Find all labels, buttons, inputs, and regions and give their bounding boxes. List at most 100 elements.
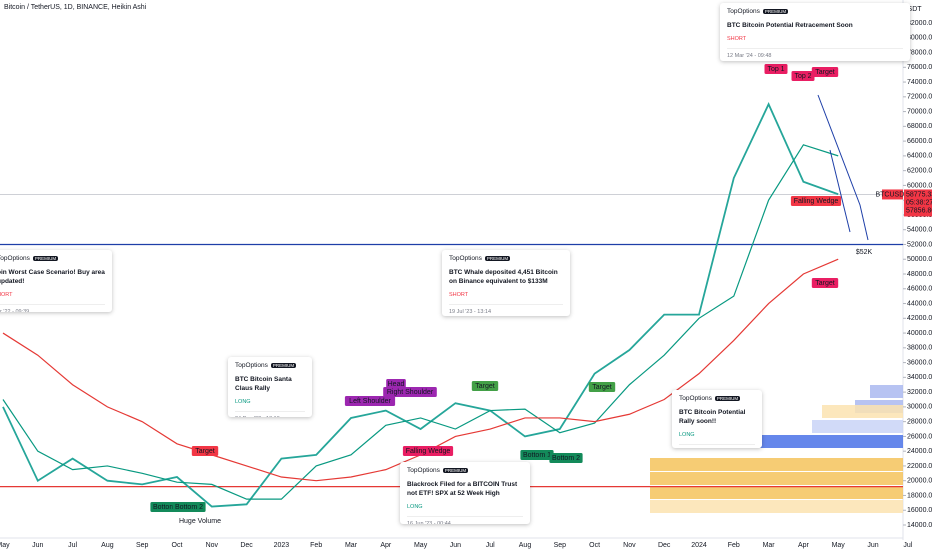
- annotation: Right Shoulder: [387, 389, 434, 396]
- annotation: Bottom 2: [175, 504, 203, 511]
- y-tick-label: 24000.00: [907, 448, 932, 455]
- x-tick-label: Apr: [380, 542, 392, 549]
- y-tick-label: 18000.00: [907, 492, 932, 499]
- y-tick-label: 28000.00: [907, 418, 932, 425]
- annotation: Falling Wedge: [794, 198, 839, 205]
- x-tick-label: May: [0, 542, 10, 549]
- badge: PREMIUM: [762, 9, 789, 14]
- annotation: Falling Wedge: [406, 448, 451, 455]
- y-tick-label: 48000.00: [907, 271, 932, 278]
- y-tick-label: 78000.00: [907, 49, 932, 56]
- y-tick-label: 80000.00: [907, 35, 932, 42]
- y-tick-label: 20000.00: [907, 478, 932, 485]
- annotation: Target: [815, 280, 835, 287]
- currency: USDT: [902, 6, 922, 13]
- y-tick-label: 42000.00: [907, 315, 932, 322]
- x-tick-label: Feb: [728, 542, 740, 549]
- idea-title: oin Worst Case Scenario! Buy area update…: [0, 269, 105, 286]
- annotation-bg: [790, 196, 842, 206]
- annotation-bg: [383, 387, 437, 397]
- x-tick-label: 2024: [691, 542, 707, 549]
- y-tick-label: 44000.00: [907, 300, 932, 307]
- direction: LONG: [407, 504, 423, 511]
- volume-profile: [650, 458, 903, 471]
- annotation: Left Shoulder: [349, 398, 391, 405]
- idea-title: Blackrock Filed for a BITCOIN Trust not …: [407, 481, 518, 498]
- y-tick-label: 68000.00: [907, 123, 932, 130]
- idea-title: BTC Bitcoin Santa Claus Rally: [235, 376, 292, 393]
- y-tick-label: 36000.00: [907, 359, 932, 366]
- y-tick-label: 82000.00: [907, 20, 932, 27]
- annotation: Target: [475, 383, 495, 390]
- last-price: 58775.33: [906, 191, 932, 198]
- annotation-bg: [386, 379, 406, 389]
- idea-title: BTC Bitcoin Potential Retracement Soon: [727, 22, 853, 29]
- annotation: Bottom 1: [523, 452, 551, 459]
- annotation: Target: [195, 448, 215, 455]
- idea-date: 16 Jun '23 - 00:44: [407, 516, 523, 524]
- y-tick-label: 62000.00: [907, 167, 932, 174]
- card-header: TopOptions PREMIUM: [235, 362, 305, 369]
- y-tick-label: 14000.00: [907, 522, 932, 529]
- x-tick-label: Nov: [206, 542, 219, 549]
- badge: PREMIUM: [442, 468, 469, 473]
- idea-date: 24 Dec '22 - 13:19: [235, 411, 305, 417]
- y-tick-label: 26000.00: [907, 433, 932, 440]
- series-line: [2, 144, 839, 500]
- y-tick-label: 76000.00: [907, 64, 932, 71]
- chart-title: Bitcoin / TetherUS, 1D, BINANCE, Heikin …: [4, 4, 147, 11]
- x-tick-label: Jun: [867, 542, 878, 549]
- low-price: 57856.86: [906, 207, 932, 214]
- direction: SHORT: [449, 292, 469, 299]
- annotation: Huge Volume: [179, 518, 221, 525]
- x-tick-label: Sep: [554, 542, 567, 549]
- idea-date: 19 Jul '23 - 13:14: [449, 304, 563, 315]
- author: TopOptions: [235, 362, 268, 369]
- idea-date: 12 Mar '24 - 09:48: [727, 48, 903, 59]
- idea-card[interactable]: TopOptions PREMIUM BTC Bitcoin Potential R…: [672, 390, 762, 448]
- annotation: $52K: [856, 249, 873, 256]
- y-tick-label: 74000.00: [907, 79, 932, 86]
- idea-card[interactable]: TopOptions PREMIUM BTC Bitcoin Santa Claus…: [228, 357, 312, 417]
- x-tick-label: May: [414, 542, 428, 549]
- y-tick-label: 38000.00: [907, 345, 932, 352]
- series-line: [2, 102, 839, 508]
- card-header: TopOptions PREMIUM: [449, 255, 563, 262]
- y-tick-label: 32000.00: [907, 389, 932, 396]
- annotation: Top 2: [794, 73, 811, 80]
- idea-card[interactable]: TopOptions PREMIUM Blackrock Filed for a B…: [400, 462, 530, 524]
- x-tick-label: Sep: [136, 542, 149, 549]
- annotation-bg: [402, 446, 454, 456]
- annotation: Bottom 1: [153, 504, 181, 511]
- idea-title: BTC Bitcoin Potential Rally soon!!: [679, 409, 746, 426]
- y-tick-label: 22000.00: [907, 463, 932, 470]
- card-header: TopOptions PREMIUM: [407, 467, 523, 474]
- x-tick-label: Mar: [345, 542, 358, 549]
- card-header: TopOptions PREMIUM: [727, 8, 903, 15]
- x-tick-label: Aug: [101, 542, 114, 549]
- x-tick-label: Oct: [589, 542, 600, 549]
- idea-date: ar '22 - 09:39: [0, 304, 105, 312]
- idea-title: BTC Whale deposited 4,451 Bitcoin on Bin…: [449, 269, 558, 286]
- volume-profile: [812, 420, 903, 433]
- x-tick-label: May: [832, 542, 846, 549]
- annotation-bg: [549, 453, 583, 463]
- annotation-bg: [344, 396, 396, 406]
- annotation: Target: [815, 69, 835, 76]
- annotation: Bottom 2: [552, 455, 580, 462]
- author: TopOptions: [449, 255, 482, 262]
- badge: PREMIUM: [32, 256, 59, 261]
- price-tag: [904, 189, 932, 217]
- idea-card[interactable]: TopOptions PREMIUM BTC Bitcoin Potential R…: [720, 3, 910, 61]
- y-tick-label: 40000.00: [907, 330, 932, 337]
- countdown: 05:38:27: [906, 199, 932, 206]
- annotation: Top 1: [767, 66, 784, 73]
- x-tick-label: Jul: [68, 542, 77, 549]
- idea-card[interactable]: TopOptions PREMIUM BTC Whale deposited 4,4…: [442, 250, 570, 316]
- x-tick-label: Aug: [519, 542, 532, 549]
- x-tick-label: Jul: [486, 542, 495, 549]
- volume-profile: [822, 405, 903, 418]
- x-tick-label: Jul: [903, 542, 912, 549]
